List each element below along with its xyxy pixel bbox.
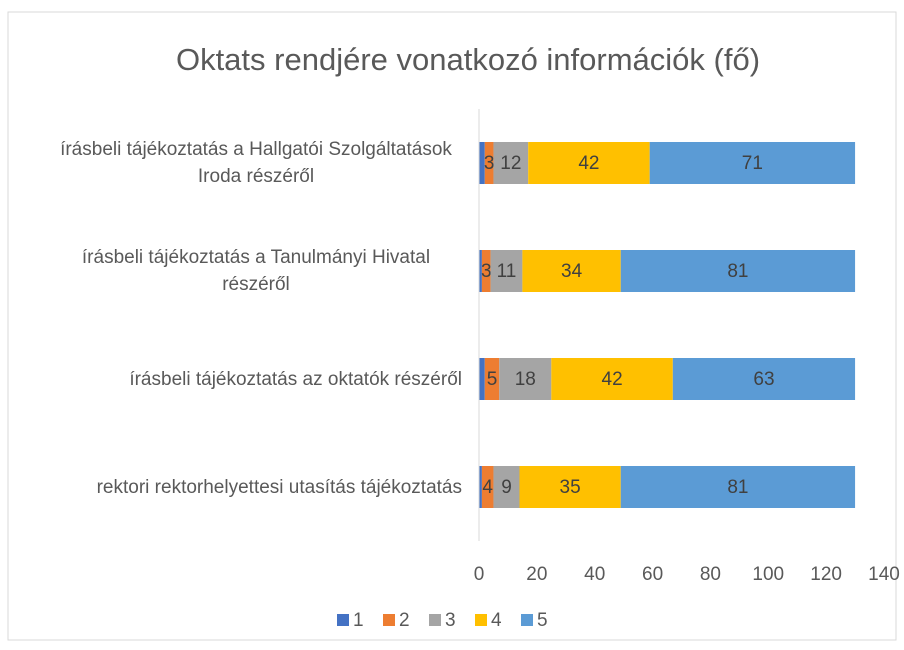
bar-segment	[484, 358, 500, 400]
x-tick-label: 140	[868, 564, 900, 585]
data-label: 3	[481, 261, 492, 282]
legend-swatch	[429, 614, 441, 626]
bar-segment	[493, 466, 520, 508]
y-tick-label: írásbeli tájékoztatás a Tanulmányi Hivat…	[81, 247, 431, 295]
bar-segment	[481, 250, 491, 292]
bar-segment	[479, 142, 485, 184]
data-label: 18	[515, 369, 536, 390]
bar-segment	[484, 142, 494, 184]
x-tick-label: 80	[700, 564, 721, 585]
legend-label: 1	[353, 610, 364, 631]
x-tick-label: 100	[752, 564, 784, 585]
data-label: 42	[578, 153, 599, 174]
data-label: 63	[753, 369, 774, 390]
data-label: 81	[727, 261, 748, 282]
bar-segment	[528, 142, 650, 184]
legend-label: 4	[491, 610, 502, 631]
legend-swatch	[475, 614, 487, 626]
data-label: 4	[482, 477, 493, 498]
chart-title: Oktats rendjére vonatkozó információk (f…	[176, 42, 760, 77]
x-tick-label: 20	[526, 564, 547, 585]
data-label: 81	[727, 477, 748, 498]
legend-swatch	[337, 614, 349, 626]
y-tick-label: írásbeli tájékoztatás a Hallgatói Szolgá…	[60, 139, 452, 187]
bar-segment	[620, 250, 856, 292]
bar-segment	[519, 466, 621, 508]
category-label-box: írásbeli tájékoztatás a Hallgatói Szolgá…	[40, 123, 462, 203]
data-label: 3	[484, 153, 495, 174]
bar-segment	[479, 358, 485, 400]
category-label-box: rektori rektorhelyettesi utasítás tájéko…	[40, 447, 462, 527]
legend-label: 2	[399, 610, 410, 631]
x-tick-label: 60	[642, 564, 663, 585]
category-label-box: írásbeli tájékoztatás az oktatók részérő…	[40, 339, 462, 419]
x-tick-label: 40	[584, 564, 605, 585]
data-label: 35	[560, 477, 581, 498]
legend-swatch	[383, 614, 395, 626]
chart-border	[7, 11, 897, 641]
data-label: 71	[742, 153, 763, 174]
data-label: 34	[561, 261, 583, 282]
x-tick-label: 0	[474, 564, 485, 585]
data-label: 9	[501, 477, 512, 498]
bar-segment	[481, 466, 494, 508]
legend-label: 3	[445, 610, 456, 631]
bar-segment	[499, 358, 552, 400]
y-tick-label: rektori rektorhelyettesi utasítás tájéko…	[96, 476, 462, 498]
bar-segment	[493, 142, 529, 184]
y-tick-label: írásbeli tájékoztatás az oktatók részérő…	[129, 368, 462, 390]
category-label-box: írásbeli tájékoztatás a Tanulmányi Hivat…	[40, 231, 462, 311]
data-label: 42	[602, 369, 623, 390]
bar-segment	[672, 358, 856, 400]
x-tick-label: 120	[810, 564, 842, 585]
legend-swatch	[521, 614, 533, 626]
bar-segment	[551, 358, 673, 400]
bar-segment	[620, 466, 856, 508]
legend-label: 5	[537, 610, 548, 631]
bar-segment	[522, 250, 621, 292]
data-label: 11	[497, 261, 517, 282]
bar-segment	[479, 466, 482, 508]
data-label: 12	[500, 153, 521, 174]
bar-segment	[649, 142, 856, 184]
data-label: 5	[487, 369, 498, 390]
bar-segment	[490, 250, 523, 292]
bar-segment	[479, 250, 482, 292]
